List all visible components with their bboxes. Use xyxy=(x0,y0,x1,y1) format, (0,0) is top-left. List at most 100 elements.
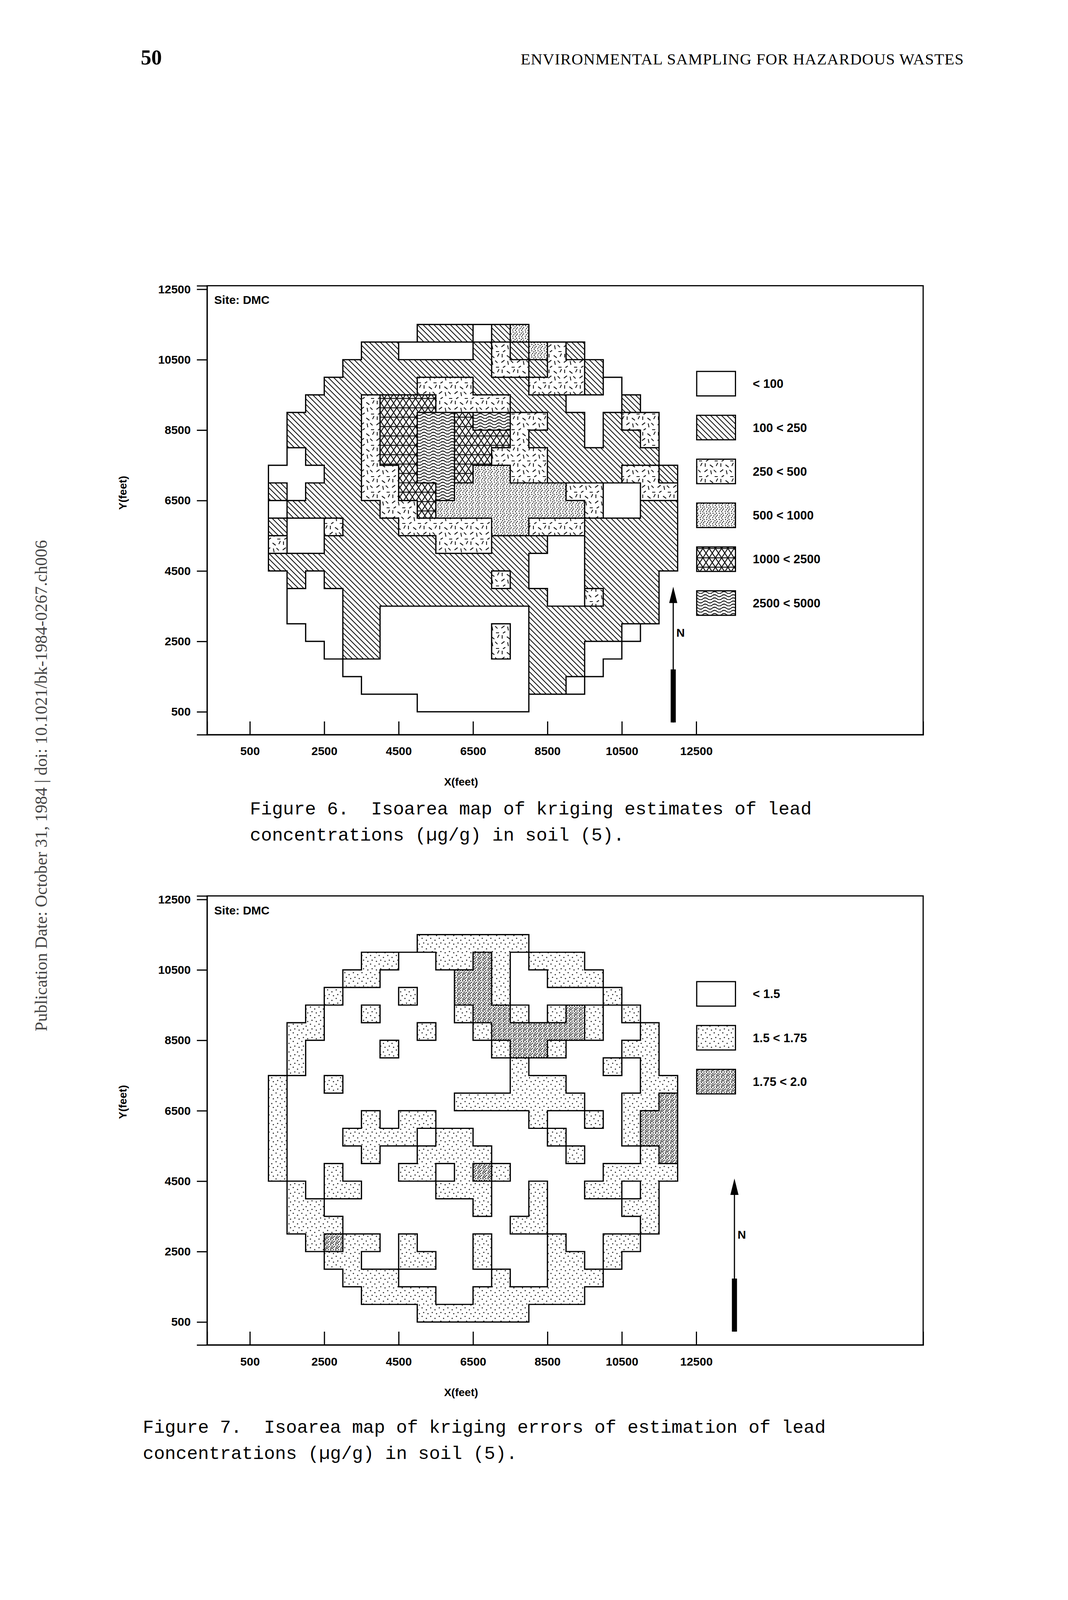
page-number: 50 xyxy=(140,45,162,70)
map-cell xyxy=(324,377,343,396)
map-cell xyxy=(435,1145,455,1164)
legend-swatch xyxy=(696,590,736,616)
map-cell xyxy=(324,987,343,1006)
map-cell xyxy=(287,1022,306,1041)
map-cell xyxy=(528,987,548,1006)
map-cell xyxy=(398,1110,418,1129)
map-cell xyxy=(491,1268,511,1287)
map-cell xyxy=(379,1163,399,1182)
map-cell xyxy=(361,377,381,396)
map-cell xyxy=(603,1233,623,1252)
map-cell xyxy=(491,1303,511,1322)
map-cell xyxy=(528,1039,548,1058)
map-cell xyxy=(379,1251,399,1270)
map-cell xyxy=(528,641,548,660)
map-cell xyxy=(379,658,399,677)
legend-swatch xyxy=(696,415,736,440)
map-cell xyxy=(435,658,455,677)
y-tick-label: 6500 xyxy=(164,1103,191,1117)
map-cell xyxy=(435,429,455,448)
map-cell xyxy=(435,412,455,431)
map-cell xyxy=(603,429,623,448)
figure-caption: Figure 7. Isoarea map of kriging errors … xyxy=(142,1417,826,1438)
map-cell xyxy=(287,465,306,484)
x-tick-mark xyxy=(472,1331,474,1345)
map-cell xyxy=(621,1233,641,1252)
map-cell xyxy=(454,987,474,1006)
map-cell xyxy=(491,1145,511,1164)
map-cell xyxy=(491,553,511,572)
map-cell xyxy=(621,1163,641,1182)
map-cell xyxy=(342,1004,362,1023)
map-cell xyxy=(398,1251,418,1270)
map-cell xyxy=(454,1163,474,1182)
map-cell xyxy=(640,447,660,466)
map-cell xyxy=(398,1163,418,1182)
map-cell xyxy=(268,1075,288,1093)
map-cell xyxy=(268,482,288,501)
map-cell xyxy=(361,394,381,413)
map-cell xyxy=(417,1022,437,1041)
map-cell xyxy=(659,553,678,572)
map-cell xyxy=(417,1215,437,1234)
map-cell xyxy=(435,623,455,642)
map-cell xyxy=(547,969,567,988)
map-cell xyxy=(379,1180,399,1199)
y-tick-label: 8500 xyxy=(164,1033,191,1047)
legend-label: 500 < 1000 xyxy=(752,508,814,523)
y-axis-line xyxy=(196,285,208,735)
map-cell xyxy=(417,465,437,484)
map-cell xyxy=(435,570,455,589)
map-cell xyxy=(287,447,306,466)
x-tick-label: 2500 xyxy=(311,744,338,758)
legend-swatch xyxy=(696,1069,736,1094)
map-cell xyxy=(640,517,660,536)
map-cell xyxy=(640,1057,660,1076)
x-tick-mark xyxy=(547,1331,549,1345)
legend-label: 100 < 250 xyxy=(752,420,808,435)
map-cell xyxy=(379,570,399,589)
map-cell xyxy=(361,623,381,642)
legend-swatch xyxy=(696,502,736,528)
map-cell xyxy=(621,482,641,501)
map-cell xyxy=(584,517,604,536)
y-tick-mark xyxy=(196,1109,207,1111)
map-cell xyxy=(361,465,381,484)
map-cell xyxy=(528,1198,548,1217)
map-cell xyxy=(305,1215,325,1234)
map-cell xyxy=(287,570,306,589)
map-cell xyxy=(528,623,548,642)
north-arrow-head xyxy=(669,586,678,603)
map-cell xyxy=(659,482,678,501)
map-cell xyxy=(491,1039,511,1058)
map-cell xyxy=(287,1145,306,1164)
x-tick-label: 6500 xyxy=(460,1354,487,1368)
map-cell xyxy=(472,1286,492,1305)
map-cell xyxy=(584,359,604,378)
map-cell xyxy=(566,377,585,396)
map-cell xyxy=(472,1233,492,1252)
map-cell xyxy=(584,1128,604,1147)
map-cell xyxy=(659,1110,678,1129)
map-cell xyxy=(566,987,585,1006)
map-cell xyxy=(305,1198,325,1217)
x-axis-title: X(feet) xyxy=(443,775,478,788)
map-cell xyxy=(472,1057,492,1076)
map-cell xyxy=(547,588,567,607)
x-tick: 6500 xyxy=(460,721,487,758)
map-cell xyxy=(510,969,530,988)
map-cell xyxy=(659,465,678,484)
map-cell xyxy=(547,412,567,431)
map-cell xyxy=(417,1198,437,1217)
map-cell xyxy=(472,1303,492,1322)
map-cell xyxy=(491,1180,511,1199)
map-cell xyxy=(566,641,585,660)
map-cell xyxy=(435,535,455,554)
map-cell xyxy=(435,1198,455,1217)
map-cell xyxy=(621,1057,641,1076)
map-cell xyxy=(472,641,492,660)
map-cell xyxy=(305,1022,325,1041)
map-cell xyxy=(305,606,325,625)
map-cell xyxy=(621,1022,641,1041)
plot-frame xyxy=(206,285,924,735)
